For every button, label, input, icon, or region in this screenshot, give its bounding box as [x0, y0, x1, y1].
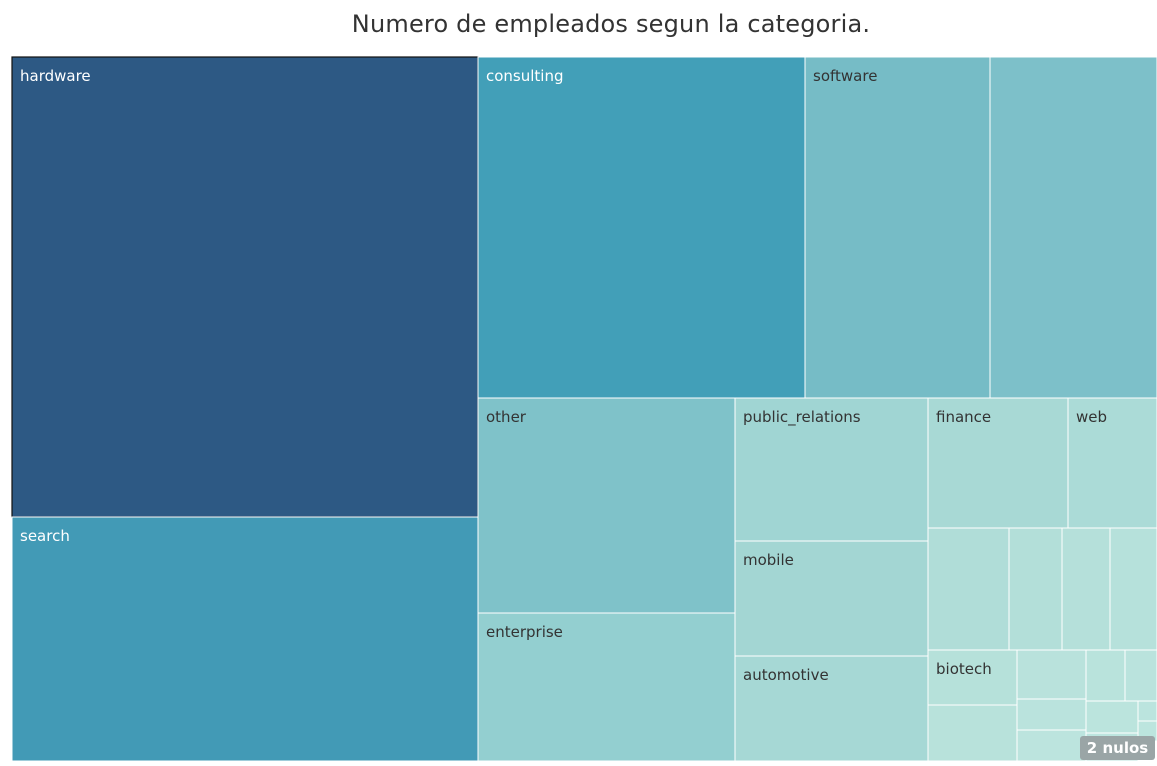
- tile-label: enterprise: [486, 623, 563, 641]
- tile-rect[interactable]: [734, 397, 929, 542]
- tile-label: web: [1076, 408, 1107, 426]
- tile-label: software: [813, 67, 877, 85]
- tile-unlabeled-10[interactable]: [1016, 698, 1087, 731]
- tile-rect[interactable]: [11, 516, 479, 762]
- tile-enterprise[interactable]: enterprise: [477, 612, 736, 762]
- tile-rect[interactable]: [927, 649, 1018, 706]
- tile-rect[interactable]: [1016, 729, 1087, 762]
- tile-automotive[interactable]: automotive: [734, 655, 929, 762]
- tile-biotech[interactable]: biotech: [927, 649, 1018, 706]
- tile-hardware[interactable]: hardware: [11, 56, 479, 518]
- tile-rect[interactable]: [804, 56, 991, 399]
- tile-label: finance: [936, 408, 991, 426]
- tile-label: mobile: [743, 551, 794, 569]
- tile-rect[interactable]: [989, 56, 1157, 399]
- tile-unlabeled-6[interactable]: [927, 704, 1018, 762]
- tile-rect[interactable]: [477, 612, 736, 762]
- tile-rect[interactable]: [1061, 527, 1111, 651]
- tile-label: biotech: [936, 660, 992, 678]
- tile-unlabeled-9[interactable]: [1124, 649, 1157, 702]
- tile-search[interactable]: search: [11, 516, 479, 762]
- tile-rect[interactable]: [11, 56, 479, 518]
- tile-label: search: [20, 527, 70, 545]
- tile-rect[interactable]: [1085, 700, 1139, 734]
- tile-rect[interactable]: [734, 655, 929, 762]
- tile-rect[interactable]: [1137, 700, 1157, 722]
- tile-rect[interactable]: [1085, 649, 1126, 702]
- null-values-badge[interactable]: 2 nulos: [1080, 736, 1155, 760]
- tile-unlabeled-7[interactable]: [1016, 649, 1087, 700]
- tile-unlabeled-8[interactable]: [1085, 649, 1126, 702]
- chart-title: Numero de empleados segun la categoria.: [351, 10, 871, 38]
- tile-rect[interactable]: [1124, 649, 1157, 702]
- tile-rect[interactable]: [477, 56, 806, 399]
- tile-rect[interactable]: [477, 397, 736, 614]
- tile-rect[interactable]: [927, 527, 1010, 651]
- tile-label: automotive: [743, 666, 829, 684]
- tile-unlabeled-5[interactable]: [1109, 527, 1157, 651]
- tile-label: public_relations: [743, 408, 861, 427]
- tile-rect[interactable]: [927, 704, 1018, 762]
- tile-rect[interactable]: [1016, 698, 1087, 731]
- tile-software[interactable]: software: [804, 56, 991, 399]
- tile-web[interactable]: web: [1067, 397, 1157, 529]
- tile-rect[interactable]: [1016, 649, 1087, 700]
- tile-label: hardware: [20, 67, 91, 85]
- tile-other[interactable]: other: [477, 397, 736, 614]
- tile-public-relations[interactable]: public_relations: [734, 397, 929, 542]
- tile-finance[interactable]: finance: [927, 397, 1069, 529]
- tile-unlabeled-3[interactable]: [1008, 527, 1063, 651]
- tile-unlabeled-12[interactable]: [1137, 700, 1157, 722]
- tile-consulting[interactable]: consulting: [477, 56, 806, 399]
- tile-label: consulting: [486, 67, 564, 85]
- tile-unlabeled-2[interactable]: [927, 527, 1010, 651]
- tile-rect[interactable]: [1067, 397, 1157, 529]
- tile-rect[interactable]: [1109, 527, 1157, 651]
- tile-rect[interactable]: [1008, 527, 1063, 651]
- tile-unlabeled-1[interactable]: [989, 56, 1157, 399]
- tile-unlabeled-13[interactable]: [1016, 729, 1087, 762]
- tile-label: other: [486, 408, 527, 426]
- tile-rect[interactable]: [734, 540, 929, 657]
- tile-unlabeled-4[interactable]: [1061, 527, 1111, 651]
- tile-mobile[interactable]: mobile: [734, 540, 929, 657]
- tile-unlabeled-11[interactable]: [1085, 700, 1139, 734]
